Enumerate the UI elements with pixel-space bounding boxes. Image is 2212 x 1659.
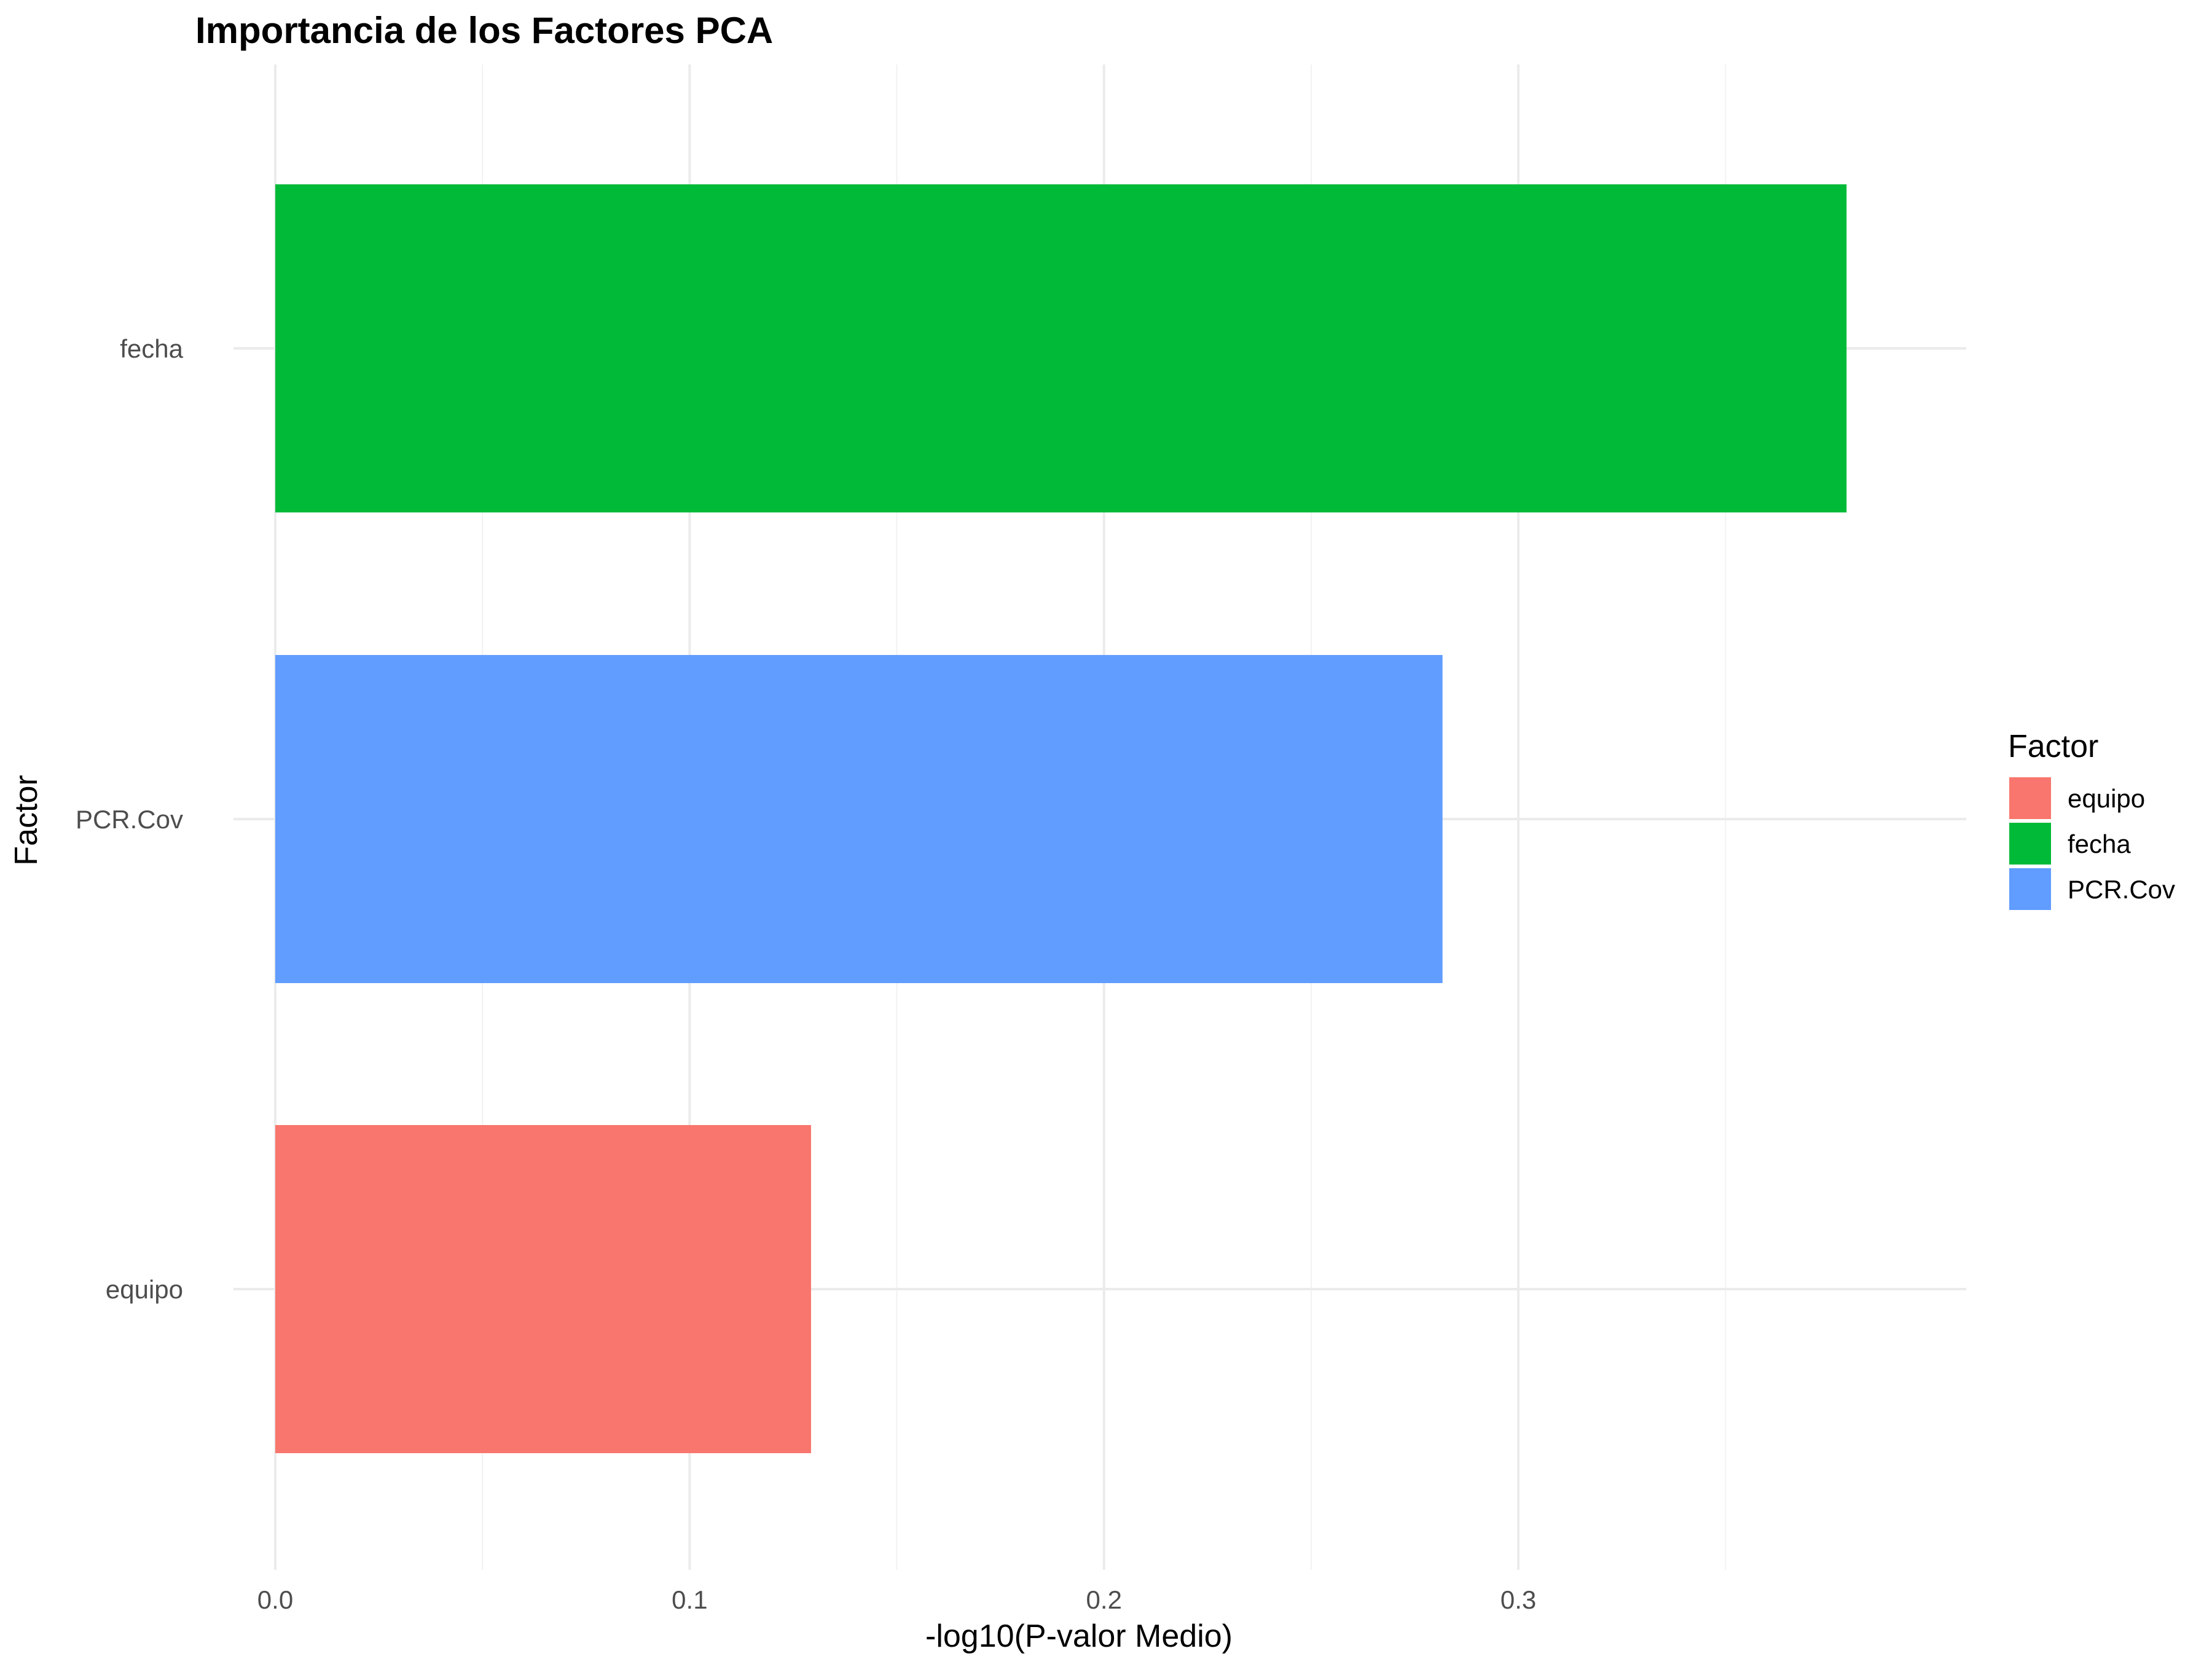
y-tick-labels: equipo PCR.Cov fecha <box>76 334 184 1304</box>
x-axis-title: -log10(P-valor Medio) <box>925 1618 1233 1654</box>
x-tick-labels: 0.0 0.1 0.2 0.3 <box>257 1585 1537 1614</box>
legend-swatch <box>2009 777 2051 819</box>
chart-title: Importancia de los Factores PCA <box>195 10 773 51</box>
legend-swatch <box>2009 868 2051 910</box>
legend-label: fecha <box>2068 830 2131 858</box>
x-tick-label: 0.1 <box>672 1585 707 1614</box>
y-tick-label: PCR.Cov <box>76 805 183 834</box>
bar-pcr-cov <box>275 655 1443 983</box>
x-tick-label: 0.0 <box>257 1585 293 1614</box>
y-tick-label: equipo <box>106 1275 183 1304</box>
y-axis-title: Factor <box>9 775 44 865</box>
legend-swatch <box>2009 823 2051 865</box>
y-tick-label: fecha <box>120 334 183 363</box>
bar-fecha <box>275 184 1847 512</box>
legend-label: equipo <box>2068 784 2145 813</box>
legend-title: Factor <box>2008 729 2098 764</box>
x-tick-label: 0.3 <box>1500 1585 1536 1614</box>
bar-equipo <box>275 1125 811 1453</box>
x-tick-label: 0.2 <box>1086 1585 1122 1614</box>
legend: Factor equipo fecha PCR.Cov <box>2008 729 2175 910</box>
legend-label: PCR.Cov <box>2068 875 2175 904</box>
bars <box>275 184 1847 1453</box>
